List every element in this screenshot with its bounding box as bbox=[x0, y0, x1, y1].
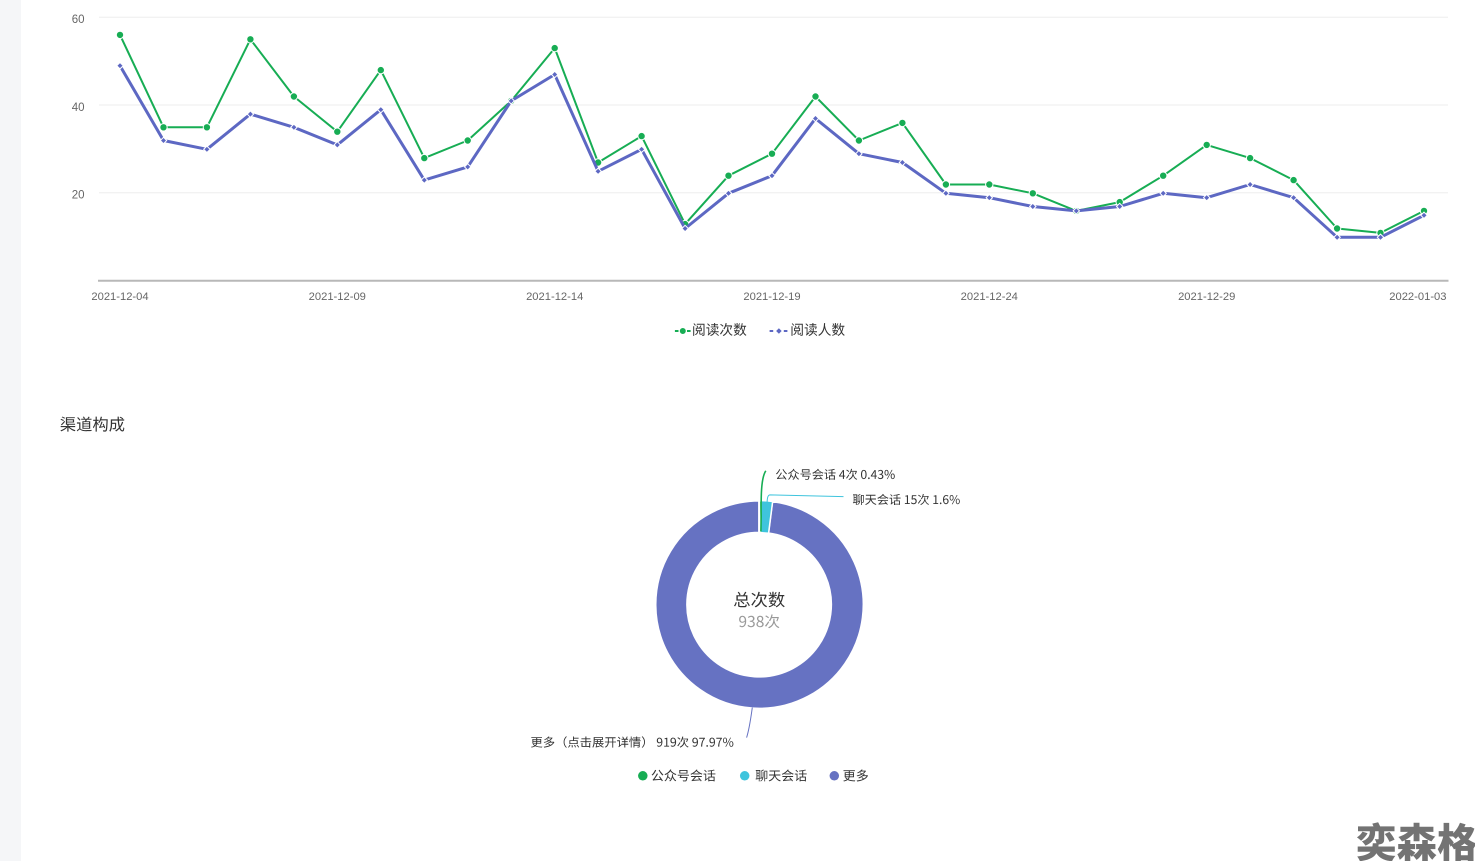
svg-text:2021-12-14: 2021-12-14 bbox=[526, 291, 583, 303]
svg-text:2021-12-24: 2021-12-24 bbox=[961, 291, 1018, 303]
svg-text:40: 40 bbox=[72, 102, 85, 114]
svg-text:60: 60 bbox=[72, 14, 85, 26]
svg-text:2021-12-09: 2021-12-09 bbox=[309, 291, 366, 303]
svg-text:2022-01-03: 2022-01-03 bbox=[1389, 291, 1446, 303]
svg-text:2021-12-29: 2021-12-29 bbox=[1178, 291, 1235, 303]
svg-text:2021-12-19: 2021-12-19 bbox=[743, 291, 800, 303]
svg-text:20: 20 bbox=[72, 190, 85, 202]
svg-text:2021-12-04: 2021-12-04 bbox=[91, 291, 148, 303]
